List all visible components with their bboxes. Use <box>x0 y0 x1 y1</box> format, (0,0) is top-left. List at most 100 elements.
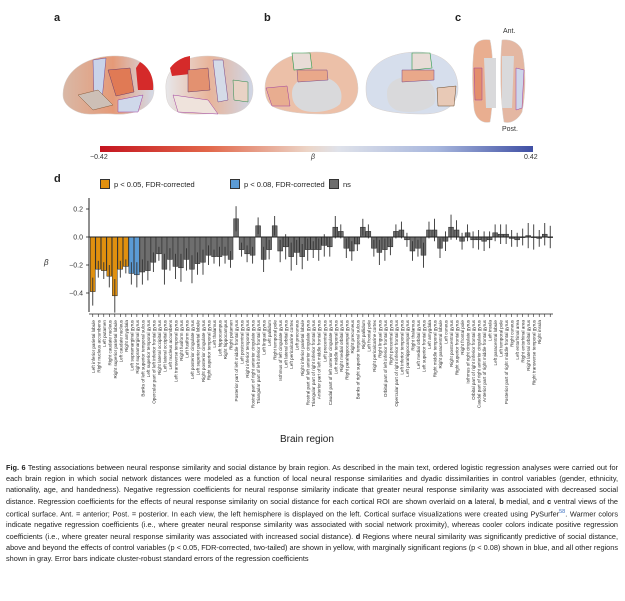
svg-text:Banks of left superior tempora: Banks of left superior temporal sulcus <box>140 319 145 396</box>
svg-text:Left pallidum: Left pallidum <box>267 320 272 346</box>
svg-text:Triangular part of left inferi: Triangular part of left inferior frontal… <box>256 319 261 404</box>
svg-text:Opercular part of left inferio: Opercular part of left inferior frontal … <box>151 319 156 403</box>
svg-text:Anterior part of right middle: Anterior part of right middle frontal gy… <box>482 319 487 402</box>
svg-text:Right posterior cingulate gyru: Right posterior cingulate gyrus <box>201 319 206 382</box>
svg-text:Left hippocampus: Left hippocampus <box>218 319 223 356</box>
svg-text:Posterior part of left middle: Posterior part of left middle frontal gy… <box>234 319 239 401</box>
svg-text:Left lingual gyrus: Left lingual gyrus <box>262 319 267 354</box>
bar-chart: 0.2 0.0 −0.2 −0.4 Left inferior parietal lob… <box>69 198 553 408</box>
reference-link[interactable]: 58 <box>559 508 566 515</box>
svg-text:Right lateral occipital gyrus: Right lateral occipital gyrus <box>157 319 162 375</box>
svg-text:Isthmus of right cingulate gyr: Isthmus of right cingulate gyrus <box>466 319 471 383</box>
svg-text:Right supramarginal gyrus: Right supramarginal gyrus <box>135 319 140 373</box>
svg-text:Left supramarginal gyrus: Left supramarginal gyrus <box>129 319 134 370</box>
svg-text:Right nucleus accumbens: Right nucleus accumbens <box>96 319 101 372</box>
colorbar-min-label: −0.42 <box>90 154 108 161</box>
svg-text:Right insula: Right insula <box>537 320 542 344</box>
anterior-label: Ant. <box>503 28 516 35</box>
panel-label-d: d <box>54 173 61 185</box>
svg-text:Posterior part of right middle: Posterior part of right middle frontal g… <box>504 319 509 404</box>
svg-text:Right parahippocampal gyrus: Right parahippocampal gyrus <box>344 319 349 379</box>
svg-text:Right caudate nucleus: Right caudate nucleus <box>107 319 112 365</box>
svg-text:Right amygdala: Right amygdala <box>124 320 129 352</box>
caption-fig-number: Fig. 6 <box>6 463 26 472</box>
colorbar-max-label: 0.42 <box>524 154 538 161</box>
svg-text:Right cuneus: Right cuneus <box>510 319 515 347</box>
legend-label: p < 0.05, FDR-corrected <box>114 179 195 189</box>
svg-text:Right frontal pole: Right frontal pole <box>460 320 465 355</box>
svg-text:Right precentral gyrus: Right precentral gyrus <box>388 319 393 365</box>
svg-text:Caudal part of left anterior c: Caudal part of left anterior cingulate g… <box>328 319 333 405</box>
svg-text:Right middle temporal gyrus: Right middle temporal gyrus <box>432 319 437 377</box>
y-axis-label: β <box>44 258 49 267</box>
svg-text:Right entorhinal area: Right entorhinal area <box>521 320 526 363</box>
svg-text:Orbital part of right inferior: Orbital part of right inferior frontal g… <box>471 319 476 400</box>
svg-text:Right fusiform gyrus: Right fusiform gyrus <box>179 319 184 361</box>
svg-text:Banks of right superior tempor: Banks of right superior temporal sulcus <box>355 319 360 399</box>
brain-ventral-view <box>472 39 526 123</box>
svg-text:Left insula: Left insula <box>488 320 493 341</box>
svg-text:Orbital part of left inferior: Orbital part of left inferior frontal gy… <box>383 319 388 397</box>
svg-text:Right transverse temporal gyru: Right transverse temporal gyrus <box>532 319 537 385</box>
svg-text:Right putamen: Right putamen <box>229 320 234 350</box>
svg-text:Left entorhinal area: Left entorhinal area <box>515 320 520 360</box>
brain-lateral-views <box>62 55 254 115</box>
svg-text:Right inferior parietal lobule: Right inferior parietal lobule <box>300 320 305 376</box>
svg-text:Left superior parietal lobule: Left superior parietal lobule <box>195 320 200 376</box>
figure-caption: Fig. 6 Testing associations between neur… <box>6 463 619 564</box>
svg-text:Right paracentral lobule: Right paracentral lobule <box>438 320 443 369</box>
svg-text:Left cuneus: Left cuneus <box>444 319 449 343</box>
svg-text:Right pallidum: Right pallidum <box>361 320 366 349</box>
svg-text:−0.2: −0.2 <box>69 263 83 270</box>
legend-swatch-gray <box>329 179 339 189</box>
svg-text:Left lateral orbital gyrus: Left lateral orbital gyrus <box>284 319 289 367</box>
legend-label: ns <box>343 179 351 189</box>
svg-text:Right hippocampus: Right hippocampus <box>223 319 228 359</box>
svg-text:Anterior part of left middle f: Anterior part of left middle frontal gyr… <box>317 319 322 399</box>
svg-text:Right precuneus: Right precuneus <box>350 319 355 353</box>
legend-item-p05: p < 0.05, FDR-corrected <box>100 179 195 189</box>
svg-text:Left amygdala: Left amygdala <box>427 320 432 349</box>
svg-text:0.2: 0.2 <box>73 207 83 214</box>
svg-text:Left inferior temporal gyrus: Left inferior temporal gyrus <box>399 319 404 374</box>
legend-item-p08: p < 0.08, FDR-corrected <box>230 179 325 189</box>
svg-text:Left postcentral gyrus: Left postcentral gyrus <box>240 319 245 364</box>
svg-text:Triangular part of right infer: Triangular part of right inferior fronta… <box>311 319 316 407</box>
svg-text:Left temporal pole: Left temporal pole <box>499 320 504 357</box>
svg-text:Left medial orbital gyrus: Left medial orbital gyrus <box>416 319 421 368</box>
svg-text:Left fusiform gyrus: Left fusiform gyrus <box>184 319 189 357</box>
svg-text:−0.4: −0.4 <box>69 291 83 298</box>
svg-text:Right thalamus: Right thalamus <box>410 319 415 350</box>
svg-text:Right lateral orbital gyrus: Right lateral orbital gyrus <box>526 319 531 371</box>
svg-text:Left paracentral lobule: Left paracentral lobule <box>493 320 498 366</box>
legend-label: p < 0.08, FDR-corrected <box>244 179 325 189</box>
svg-text:Left superior temporal gyrus: Left superior temporal gyrus <box>146 319 151 377</box>
svg-text:Left caudate nucleus: Left caudate nucleus <box>118 319 123 362</box>
svg-text:Left inferior parietal lobule: Left inferior parietal lobule <box>91 320 96 373</box>
posterior-label: Post. <box>502 126 518 133</box>
svg-text:Right superior frontal gyrus: Right superior frontal gyrus <box>455 319 460 375</box>
svg-text:Isthmus of left cingulate gyru: Isthmus of left cingulate gyrus <box>278 319 283 380</box>
svg-text:Right superior parietal lobule: Right superior parietal lobule <box>113 320 118 379</box>
x-axis-label: Brain region <box>280 434 334 445</box>
colorbar <box>100 146 533 152</box>
svg-text:Left thalamus: Left thalamus <box>212 319 217 347</box>
svg-text:Rostral part of right anterior: Rostral part of right anterior cingulate… <box>251 319 256 408</box>
svg-text:Left putamen: Left putamen <box>102 320 107 347</box>
legend-item-ns: ns <box>329 179 351 189</box>
panel-label-c: c <box>455 12 462 24</box>
svg-text:Rostral part of left anterior: Rostral part of left anterior cingulate … <box>306 319 311 405</box>
panel-label-a: a <box>54 12 61 24</box>
svg-text:Left precentral gyrus: Left precentral gyrus <box>322 319 327 362</box>
svg-text:Right medial orbital gyrus: Right medial orbital gyrus <box>339 319 344 372</box>
svg-text:Right postcentral gyrus: Right postcentral gyrus <box>449 319 454 367</box>
svg-text:Right lingual gyrus: Right lingual gyrus <box>377 319 382 357</box>
svg-text:Right superior temporal gyrus: Right superior temporal gyrus <box>207 319 212 380</box>
legend-swatch-blue <box>230 179 240 189</box>
svg-text:Left nucleus accumbens: Left nucleus accumbens <box>168 319 173 369</box>
svg-text:Left precuneus: Left precuneus <box>295 319 300 350</box>
svg-text:Left superior frontal gyrus: Left superior frontal gyrus <box>421 319 426 372</box>
svg-text:Left frontal pole: Left frontal pole <box>366 320 371 352</box>
colorbar-beta-label: β <box>311 154 315 161</box>
svg-text:Left posterior cingulate gyrus: Left posterior cingulate gyrus <box>190 319 195 379</box>
